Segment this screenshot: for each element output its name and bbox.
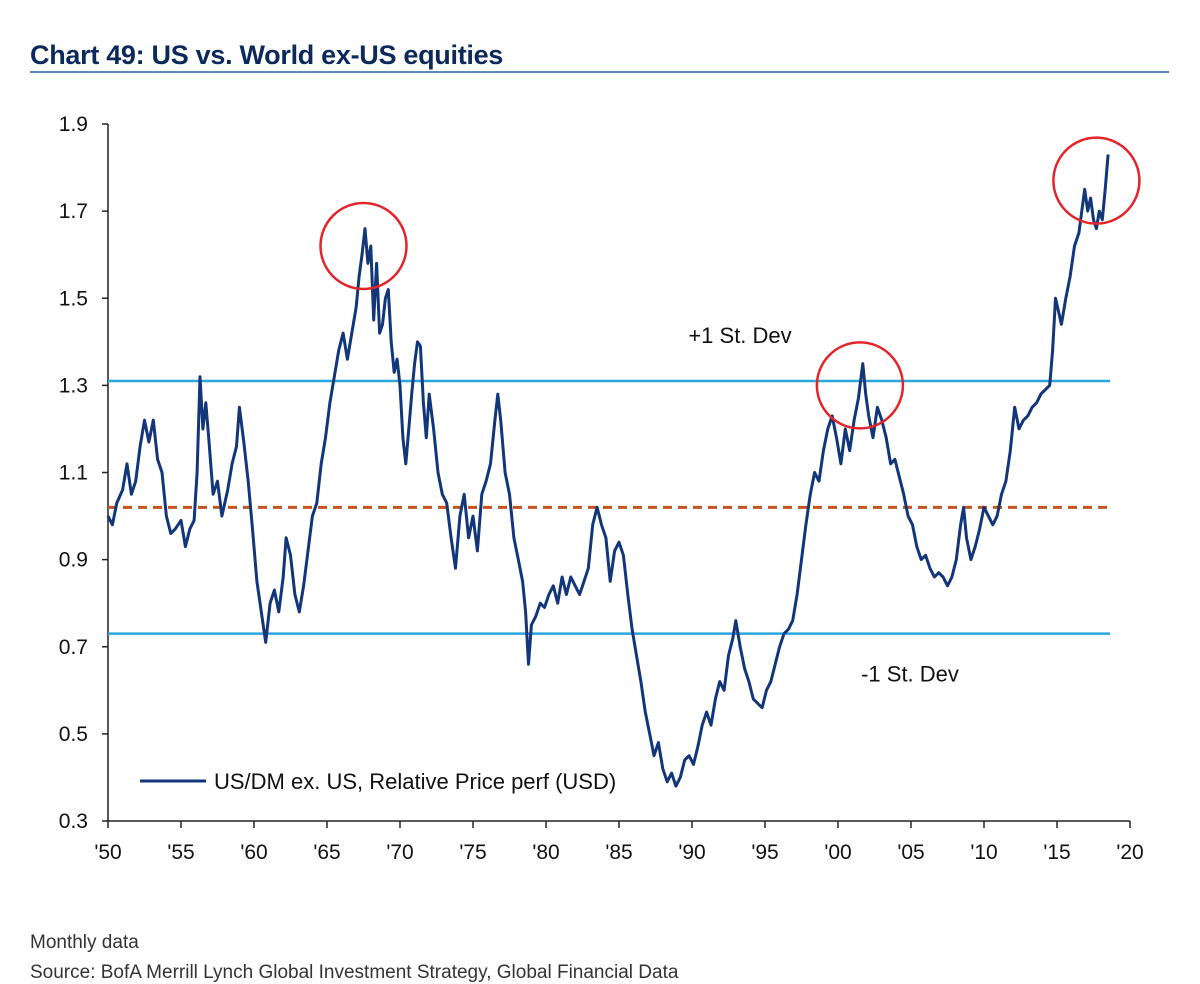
x-tick-label: '50	[94, 841, 121, 864]
y-tick-label: 1.3	[59, 374, 88, 397]
highlight-circle	[1052, 136, 1141, 225]
x-tick-label: '75	[459, 841, 486, 864]
y-tick-label: 0.5	[59, 723, 88, 746]
y-tick-label: 0.9	[59, 549, 88, 572]
y-tick-label: 1.7	[59, 200, 88, 223]
x-tick-label: '65	[313, 841, 340, 864]
x-tick-label: '20	[1116, 841, 1143, 864]
highlight-circle	[319, 201, 408, 291]
title-rule	[30, 71, 1169, 73]
x-tick-label: '85	[605, 841, 632, 864]
legend-label: US/DM ex. US, Relative Price perf (USD)	[214, 769, 616, 794]
x-tick-label: '55	[167, 841, 194, 864]
chart-axes	[102, 123, 1131, 828]
y-tick-label: 0.3	[59, 810, 88, 833]
tick-labels: 1.9 1.7 1.5 1.3 1.1 0.9 0.7 0.5 0.3 '50 '55 '60 '65 '…	[59, 113, 1144, 864]
series-line	[106, 154, 1110, 788]
y-tick-label: 1.9	[59, 113, 88, 136]
reference-lines: +1 St. Dev -1 St. Dev	[108, 323, 1110, 687]
x-tick-label: '70	[386, 841, 413, 864]
y-tick-label: 0.7	[59, 636, 88, 659]
x-tick-label: '15	[1043, 841, 1070, 864]
footnote-frequency: Monthly data	[30, 932, 139, 953]
x-tick-label: '60	[240, 841, 267, 864]
x-tick-label: '90	[678, 841, 705, 864]
y-tick-label: 1.1	[59, 462, 88, 485]
chart-title: Chart 49: US vs. World ex-US equities	[30, 40, 504, 70]
highlight-circles	[319, 136, 1141, 430]
series-layer	[106, 154, 1110, 788]
minus-one-std-label: -1 St. Dev	[861, 662, 959, 687]
chart-legend: US/DM ex. US, Relative Price perf (USD)	[140, 769, 616, 794]
x-tick-label: '00	[824, 841, 851, 864]
footnote-source: Source: BofA Merrill Lynch Global Invest…	[30, 962, 679, 983]
x-tick-label: '10	[970, 841, 997, 864]
x-tick-label: '05	[897, 841, 924, 864]
highlight-circle	[815, 341, 905, 430]
plus-one-std-label: +1 St. Dev	[688, 323, 791, 348]
x-tick-label: '95	[751, 841, 778, 864]
y-tick-label: 1.5	[59, 287, 88, 310]
x-tick-label: '80	[532, 841, 559, 864]
